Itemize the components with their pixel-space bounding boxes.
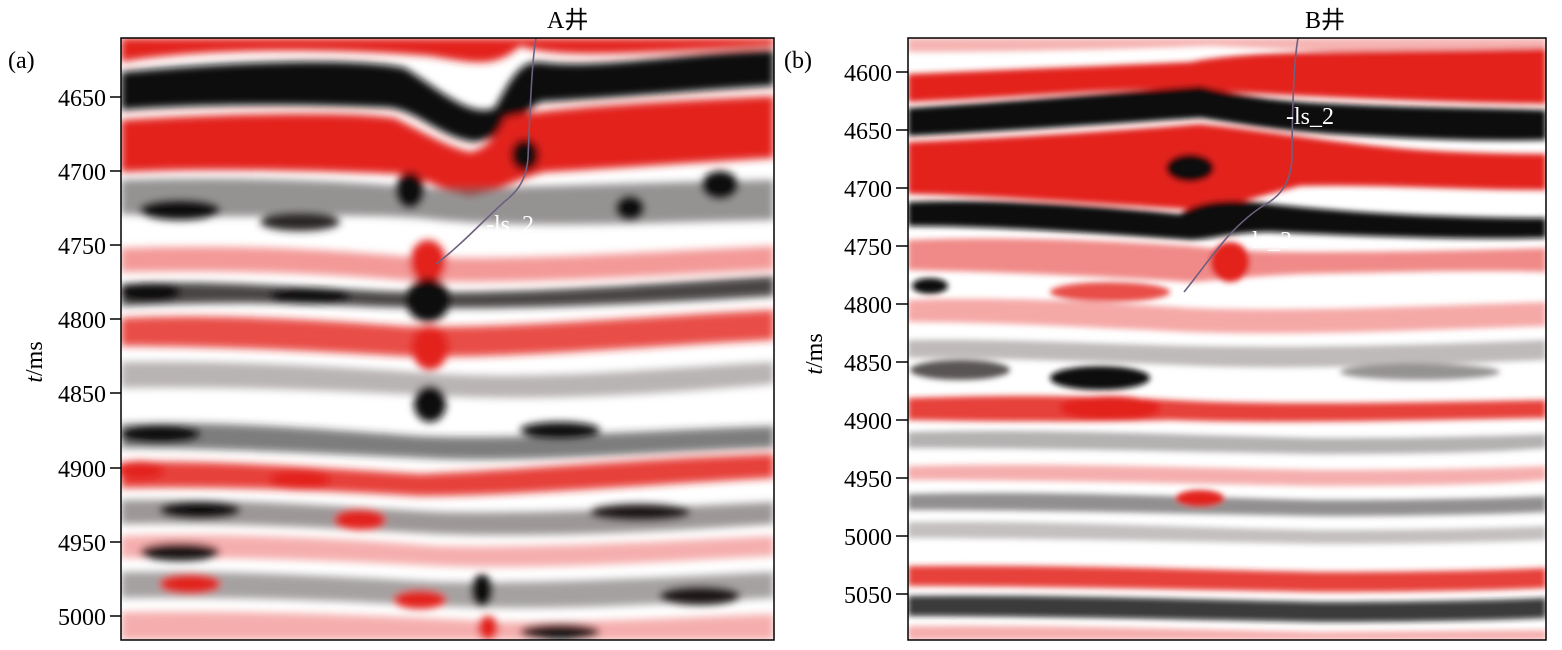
horizon-ls2-label-b: -ls_2	[1286, 104, 1334, 130]
panel-a-frame	[120, 37, 775, 641]
y-tick-label: 4700	[844, 177, 892, 203]
y-tick-label: 4850	[58, 382, 106, 408]
y-tick-label: 4750	[844, 235, 892, 261]
horizon-ls2-label-a: -ls_2	[486, 212, 534, 238]
y-tick-label: 5000	[844, 525, 892, 551]
y-tick-label: 5050	[844, 583, 892, 609]
y-tick-label: 4600	[844, 61, 892, 87]
well-a-trajectory	[435, 38, 537, 265]
horizon-ls3-label-b: ls_3	[1252, 228, 1292, 254]
panel-b-label: (b)	[784, 48, 812, 74]
panel-a-axis-title: t/ms	[22, 341, 48, 382]
y-tick-label: 4750	[58, 234, 106, 260]
y-tick-label: 4900	[844, 409, 892, 435]
panel-b: (b) t/ms 4600 4650 4700 4750 4800 4850 4…	[784, 7, 1547, 641]
y-tick-label: 4650	[58, 86, 106, 112]
panel-b-seismic-section	[908, 38, 1546, 640]
y-tick-label: 4800	[844, 293, 892, 319]
panel-a-label: (a)	[8, 48, 35, 74]
panel-a-ticks: 4650 4700 4750 4800 4850 4900 4950 5000	[58, 86, 121, 631]
y-tick-label: 4700	[58, 160, 106, 186]
well-a-label: A井	[547, 7, 588, 34]
well-b-label: B井	[1305, 7, 1345, 34]
y-tick-label: 4800	[58, 308, 106, 334]
y-tick-label: 4900	[58, 457, 106, 483]
y-tick-label: 4650	[844, 119, 892, 145]
panel-b-ticks: 4600 4650 4700 4750 4800 4850 4900 4950 …	[844, 61, 908, 609]
panel-b-frame	[907, 37, 1547, 641]
panel-a: (a) t/ms 4650 4700 4750 4800 4850 4900 4…	[8, 7, 775, 641]
y-tick-label: 4950	[844, 467, 892, 493]
y-tick-label: 4850	[844, 351, 892, 377]
y-tick-label: 5000	[58, 605, 106, 631]
y-tick-label: 4950	[58, 531, 106, 557]
panel-a-seismic-section	[121, 38, 774, 640]
panel-b-axis-title: t/ms	[802, 333, 828, 374]
well-b-trajectory	[1183, 38, 1299, 293]
